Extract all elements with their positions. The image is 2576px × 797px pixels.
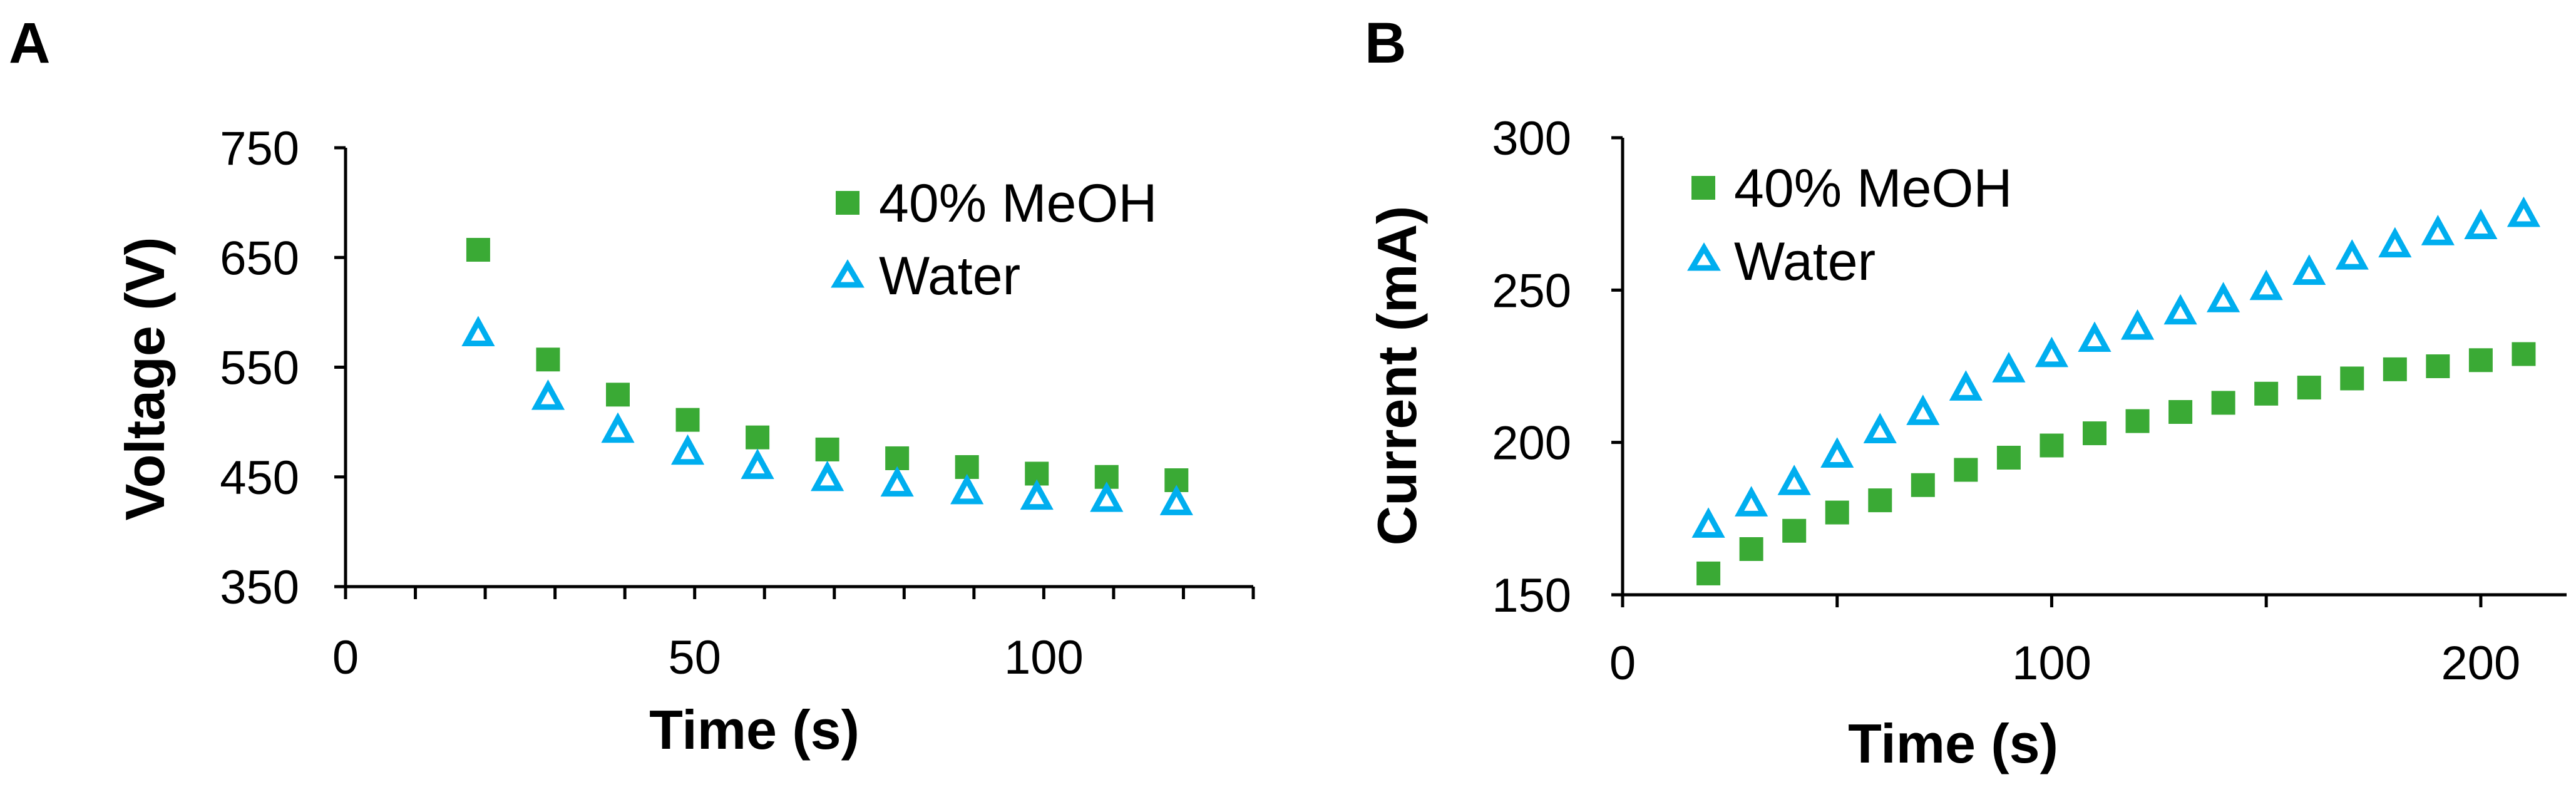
panel-a-point-meoh [675,408,700,432]
panel-b-point-meoh [2340,366,2364,391]
panel-a-y-tick-label: 450 [220,451,299,505]
panel-a-legend-marker-meoh [836,191,860,215]
panel-b-point-water [1906,394,1940,425]
panel-a-point-meoh [536,347,560,372]
panel-b-y-tick-label: 200 [1492,417,1571,470]
panel-a-y-tick-label: 650 [220,232,299,285]
panel-b-point-water [1863,413,1897,444]
panel-a-point-water [1090,481,1124,512]
panel-b-letter: B [1365,11,1406,75]
panel-a-point-meoh [815,437,839,461]
panel-a-legend-label-meoh: 40% MeOH [879,173,1157,234]
panel-b-point-water [1735,486,1768,517]
panel-b-point-meoh [1696,561,1721,585]
panel-b-point-water [1820,437,1854,468]
panel-b-point-water [2163,294,2197,325]
panel-a-legend-label-water: Water [879,246,1020,306]
panel-b-x-tick-label: 100 [2012,637,2091,690]
panel-a-letter: A [9,11,50,75]
panel-b-point-water [2207,282,2240,312]
panel-b-y-tick-label: 300 [1492,112,1571,165]
panel-b-y-tick-label: 250 [1492,264,1571,317]
panel-a-point-meoh [606,383,630,407]
panel-b-point-water [2292,254,2326,285]
panel-b-point-water [2078,321,2112,352]
panel-b-point-meoh [1782,518,1807,543]
panel-a-y-axis-title: Voltage (V) [114,237,176,520]
panel-a-point-water [601,412,635,443]
panel-b-point-meoh [1996,446,2021,470]
panel-b-point-meoh [2512,342,2536,366]
panel-b-point-water [2120,309,2155,340]
chart-panel-a: A Time (s) Voltage (V) 350 450 550 650 750 0 5… [9,11,1255,761]
panel-b-point-meoh [1739,537,1763,561]
panel-b-x-tick-label: 200 [2441,637,2521,690]
panel-b-point-meoh [2468,348,2493,373]
panel-b-legend: 40% MeOH Water [1687,158,2013,292]
panel-a-point-meoh [746,425,770,450]
panel-b-point-meoh [2125,409,2150,433]
panel-b-point-water [2464,208,2498,239]
panel-b-plot-layer: 150 200 250 300 0 100 200 [1492,112,2567,690]
panel-b-point-water [1992,352,2026,383]
panel-b-legend-marker-water [1687,242,1721,271]
panel-b-x-axis-title: Time (s) [1848,712,2058,774]
panel-b-point-water [2421,215,2455,245]
panel-b-point-meoh [1911,473,1935,497]
panel-a-plot-layer: 350 450 550 650 750 0 50 100 [220,122,1255,684]
panel-b-legend-marker-meoh [1691,176,1715,200]
panel-b-point-water [2035,336,2069,368]
panel-a-x-tick-label: 50 [668,631,721,684]
panel-a-legend: 40% MeOH Water [831,173,1157,306]
panel-b-point-water [1949,370,1983,401]
panel-a-x-axis-title: Time (s) [649,699,860,761]
panel-b-point-meoh [1954,458,1978,482]
panel-b-point-meoh [2383,357,2407,381]
panel-a-point-water [741,448,774,480]
panel-a-point-water [811,460,844,491]
panel-b-point-water [1691,507,1725,538]
panel-a-legend-marker-water [831,259,865,288]
panel-b-point-meoh [2426,354,2450,378]
panel-a-y-tick-label: 550 [220,342,299,395]
panel-b-point-water [1777,465,1811,495]
panel-b-point-meoh [2297,376,2321,400]
panel-b-x-tick-label: 0 [1609,637,1636,690]
panel-a-point-water [880,466,914,497]
panel-a-point-water [531,379,565,410]
panel-a-point-water [670,434,705,465]
panel-b-point-meoh [2040,433,2064,458]
panel-a-point-water [461,316,495,347]
panel-b-legend-label-water: Water [1734,232,1876,292]
panel-b-point-water [2507,196,2541,227]
panel-a-x-tick-label: 0 [332,631,359,684]
panel-a-point-water [950,473,984,505]
panel-b-y-tick-label: 150 [1492,569,1571,622]
panel-b-point-meoh [2254,381,2279,406]
panel-b-y-axis-title: Current (mA) [1366,206,1428,546]
panel-a-x-tick-label: 100 [1004,631,1084,684]
panel-b-point-meoh [2083,421,2106,446]
panel-a-point-meoh [466,237,490,262]
panel-b-point-water [2378,227,2412,258]
panel-b-point-meoh [2211,391,2235,415]
panel-a-point-water [1159,485,1193,515]
panel-a-y-tick-label: 350 [220,561,299,614]
panel-b-point-meoh [2168,400,2193,424]
panel-b-point-water [2249,269,2283,301]
panel-b-point-meoh [1825,500,1849,525]
panel-b-legend-label-meoh: 40% MeOH [1734,158,2013,219]
panel-b-point-water [2335,239,2369,270]
chart-panel-b: B Time (s) Current (mA) 150 200 250 300 0 100… [1365,11,2567,774]
panel-a-point-water [1020,479,1054,510]
panel-a-y-tick-label: 750 [220,122,299,175]
panel-b-point-meoh [1868,488,1892,513]
